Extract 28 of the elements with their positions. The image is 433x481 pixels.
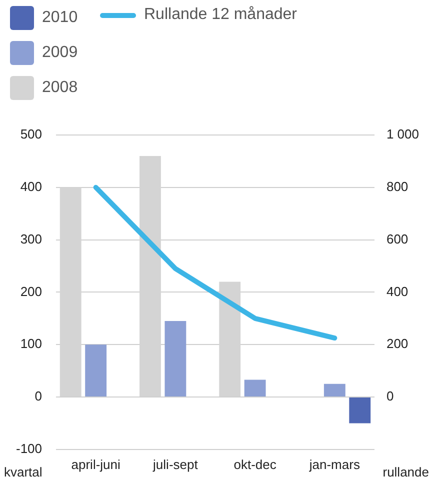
y-tick-label: 300 xyxy=(20,231,42,246)
y-axis-title: kvartal xyxy=(4,464,42,480)
x-tick-label: april-juni xyxy=(71,456,120,472)
y2-axis-title: rullande xyxy=(382,464,429,480)
y2-tick-label: 800 xyxy=(386,178,408,194)
y2-tick-label: 0 xyxy=(386,388,394,404)
y-tick-label: 0 xyxy=(34,388,42,404)
y-tick-label: 200 xyxy=(20,284,42,299)
legend-label: 2009 xyxy=(42,44,78,62)
y2-tick-label: 200 xyxy=(386,336,408,352)
legend-label: 2010 xyxy=(42,9,78,27)
bar xyxy=(164,321,186,396)
bar xyxy=(85,344,107,396)
y-tick-label: 500 xyxy=(20,126,42,142)
y-tick-label: 100 xyxy=(20,336,42,352)
y2-tick-label: 1 000 xyxy=(386,126,420,142)
bar xyxy=(244,380,266,396)
y-tick-label: -100 xyxy=(16,440,42,456)
x-tick-label: jan-mars xyxy=(308,456,360,472)
bar xyxy=(349,398,371,424)
x-tick-label: okt-dec xyxy=(234,456,277,472)
y-tick-label: 400 xyxy=(20,178,42,194)
legend-label: 2008 xyxy=(42,79,78,97)
bar xyxy=(324,384,346,396)
x-tick-label: juli-sept xyxy=(152,456,198,472)
legend-label: Rullande 12 månader xyxy=(144,6,297,24)
y2-tick-label: 600 xyxy=(386,231,408,246)
y2-tick-label: 400 xyxy=(386,284,408,299)
